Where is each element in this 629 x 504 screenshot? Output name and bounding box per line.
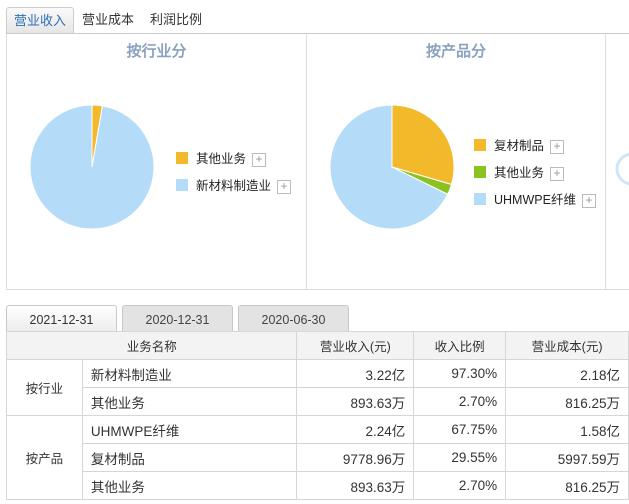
tab-divider: [6, 33, 629, 34]
group-label: 按行业: [6, 359, 83, 416]
panel-divider: [605, 34, 606, 289]
plus-icon[interactable]: +: [581, 194, 596, 208]
legend-label: 复材制品: [494, 139, 545, 153]
tab-profit-ratio[interactable]: 利润比例: [149, 12, 202, 27]
row-ratio: 2.70%: [413, 387, 507, 416]
row-cost: 5997.59万: [505, 443, 629, 472]
row-revenue: 9778.96万: [296, 443, 415, 472]
row-name: 其他业务: [81, 471, 298, 500]
pie-slice-product-0[interactable]: [391, 104, 455, 186]
product-pie: [329, 104, 455, 230]
tab-2021-12-31[interactable]: 2021-12-31: [6, 305, 117, 332]
legend-item-new-materials[interactable]: 新材料制造业 +: [176, 177, 292, 195]
chart-area: 按行业分 其他业务 + 新材料制造业 + 按产品分 复材制品 + 其他业务 + UHMW…: [6, 34, 629, 290]
row-cost: 816.25万: [505, 387, 629, 416]
row-name: 其他业务: [81, 387, 298, 416]
header-business-name: 业务名称: [5, 331, 298, 360]
tab-2020-06-30[interactable]: 2020-06-30: [238, 305, 349, 332]
header-ratio: 收入比例: [413, 331, 507, 360]
plus-icon[interactable]: +: [550, 140, 565, 154]
legend-item-uhmwpe[interactable]: UHMWPE纤维 +: [474, 191, 596, 209]
row-name: 新材料制造业: [81, 359, 298, 388]
legend-swatch: [176, 152, 188, 164]
plus-icon[interactable]: +: [277, 180, 292, 194]
industry-panel: 按行业分 其他业务 + 新材料制造业 +: [7, 34, 306, 289]
row-ratio: 2.70%: [413, 471, 507, 500]
tab-revenue[interactable]: 营业收入: [6, 7, 74, 33]
pie-slice-product-2[interactable]: [329, 104, 449, 230]
legend-label: 其他业务: [196, 152, 247, 166]
legend-label: 新材料制造业: [196, 179, 272, 193]
table-row: 其他业务 893.63万 2.70% 816.25万: [7, 387, 629, 416]
row-ratio: 67.75%: [413, 415, 507, 444]
product-panel: 按产品分 复材制品 + 其他业务 + UHMWPE纤维 +: [307, 34, 605, 289]
industry-pie: [29, 104, 155, 230]
row-revenue: 3.22亿: [296, 359, 415, 388]
legend-item-other[interactable]: 其他业务 +: [176, 150, 267, 168]
table-header-row: 业务名称 营业收入(元) 收入比例 营业成本(元): [5, 331, 629, 360]
row-revenue: 2.24亿: [296, 415, 415, 444]
product-panel-title: 按产品分: [425, 43, 486, 60]
plus-icon[interactable]: +: [252, 153, 267, 167]
tab-2020-12-31[interactable]: 2020-12-31: [122, 305, 233, 332]
row-cost: 2.18亿: [505, 359, 629, 388]
row-revenue: 893.63万: [296, 471, 415, 500]
row-cost: 1.58亿: [505, 415, 629, 444]
row-ratio: 29.55%: [413, 443, 507, 472]
panel-divider: [306, 34, 307, 289]
row-name: 复材制品: [81, 443, 298, 472]
table-row: 按产品 UHMWPE纤维 2.24亿 67.75% 1.58亿: [6, 415, 629, 500]
legend-item-other[interactable]: 其他业务 +: [474, 164, 565, 182]
pie-slice-industry-1[interactable]: [29, 104, 155, 230]
row-cost: 816.25万: [505, 471, 629, 500]
table-row: 复材制品 9778.96万 29.55% 5997.59万: [7, 443, 629, 472]
legend-swatch: [474, 166, 486, 178]
row-name: UHMWPE纤维: [81, 415, 298, 444]
legend-swatch: [474, 139, 486, 151]
plus-icon[interactable]: +: [550, 167, 565, 181]
legend-label: 其他业务: [494, 166, 545, 180]
table-row: 按行业 新材料制造业 3.22亿 97.30% 2.18亿: [6, 359, 629, 416]
third-panel-edge: [615, 152, 629, 186]
header-revenue: 营业收入(元): [296, 331, 415, 360]
row-revenue: 893.63万: [296, 387, 415, 416]
legend-label: UHMWPE纤维: [494, 193, 576, 207]
legend-swatch: [474, 193, 486, 205]
row-ratio: 97.30%: [413, 359, 507, 388]
table-row: 其他业务 893.63万 2.70% 816.25万: [7, 471, 629, 500]
tab-cost[interactable]: 营业成本: [81, 12, 134, 27]
group-label: 按产品: [6, 415, 83, 500]
business-table: 业务名称 营业收入(元) 收入比例 营业成本(元) 按行业 新材料制造业 3.2…: [5, 331, 629, 500]
header-cost: 营业成本(元): [505, 331, 629, 360]
legend-swatch: [176, 179, 188, 191]
legend-item-composites[interactable]: 复材制品 +: [474, 137, 565, 155]
industry-panel-title: 按行业分: [126, 43, 187, 60]
